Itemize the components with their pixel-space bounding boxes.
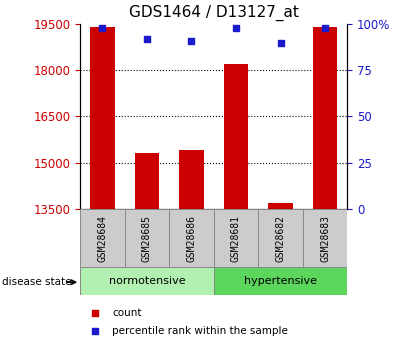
Text: GSM28683: GSM28683 — [320, 215, 330, 262]
Bar — [179, 150, 204, 209]
Point — [99, 25, 106, 31]
Bar — [224, 64, 248, 209]
Text: disease state: disease state — [2, 277, 72, 287]
Bar — [313, 27, 337, 209]
Bar — [80, 209, 125, 267]
Bar — [135, 153, 159, 209]
Text: GSM28686: GSM28686 — [187, 215, 196, 262]
Bar — [214, 267, 347, 295]
Bar — [258, 209, 303, 267]
Point — [277, 40, 284, 46]
Point — [91, 310, 98, 316]
Text: GSM28684: GSM28684 — [97, 215, 107, 262]
Text: GSM28685: GSM28685 — [142, 215, 152, 262]
Point — [91, 328, 98, 333]
Text: percentile rank within the sample: percentile rank within the sample — [113, 326, 289, 335]
Text: count: count — [113, 308, 142, 318]
Text: GSM28681: GSM28681 — [231, 215, 241, 262]
Bar — [303, 209, 347, 267]
Bar — [90, 27, 115, 209]
Point — [233, 25, 239, 31]
Text: hypertensive: hypertensive — [244, 276, 317, 286]
Point — [188, 38, 195, 43]
Bar — [214, 209, 258, 267]
Bar — [80, 267, 214, 295]
Point — [144, 36, 150, 42]
Text: GSM28682: GSM28682 — [275, 215, 286, 262]
Bar — [169, 209, 214, 267]
Point — [322, 25, 328, 31]
Title: GDS1464 / D13127_at: GDS1464 / D13127_at — [129, 5, 299, 21]
Text: normotensive: normotensive — [109, 276, 185, 286]
Bar — [268, 203, 293, 209]
Bar — [125, 209, 169, 267]
